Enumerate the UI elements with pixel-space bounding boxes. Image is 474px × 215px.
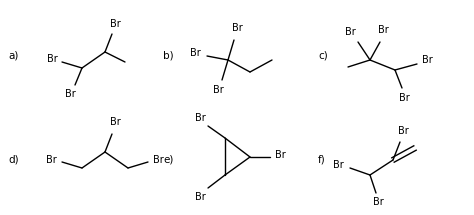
Text: d): d): [8, 155, 18, 165]
Text: Br: Br: [345, 27, 356, 37]
Text: Br: Br: [274, 150, 285, 160]
Text: Br: Br: [422, 55, 432, 65]
Text: Br: Br: [373, 197, 383, 207]
Text: Br: Br: [109, 19, 120, 29]
Text: Br: Br: [195, 113, 205, 123]
Text: e): e): [163, 155, 173, 165]
Text: Br: Br: [399, 93, 410, 103]
Text: Br: Br: [46, 54, 57, 64]
Text: Br: Br: [333, 160, 343, 170]
Text: Br: Br: [64, 89, 75, 99]
Text: Br: Br: [153, 155, 164, 165]
Text: c): c): [318, 50, 328, 60]
Text: f): f): [318, 155, 326, 165]
Text: Br: Br: [46, 155, 56, 165]
Text: Br: Br: [195, 192, 205, 202]
Text: b): b): [163, 50, 173, 60]
Text: Br: Br: [378, 25, 388, 35]
Text: a): a): [8, 50, 18, 60]
Text: Br: Br: [213, 85, 223, 95]
Text: Br: Br: [398, 126, 409, 136]
Text: Br: Br: [190, 48, 201, 58]
Text: Br: Br: [109, 117, 120, 127]
Text: Br: Br: [232, 23, 242, 33]
